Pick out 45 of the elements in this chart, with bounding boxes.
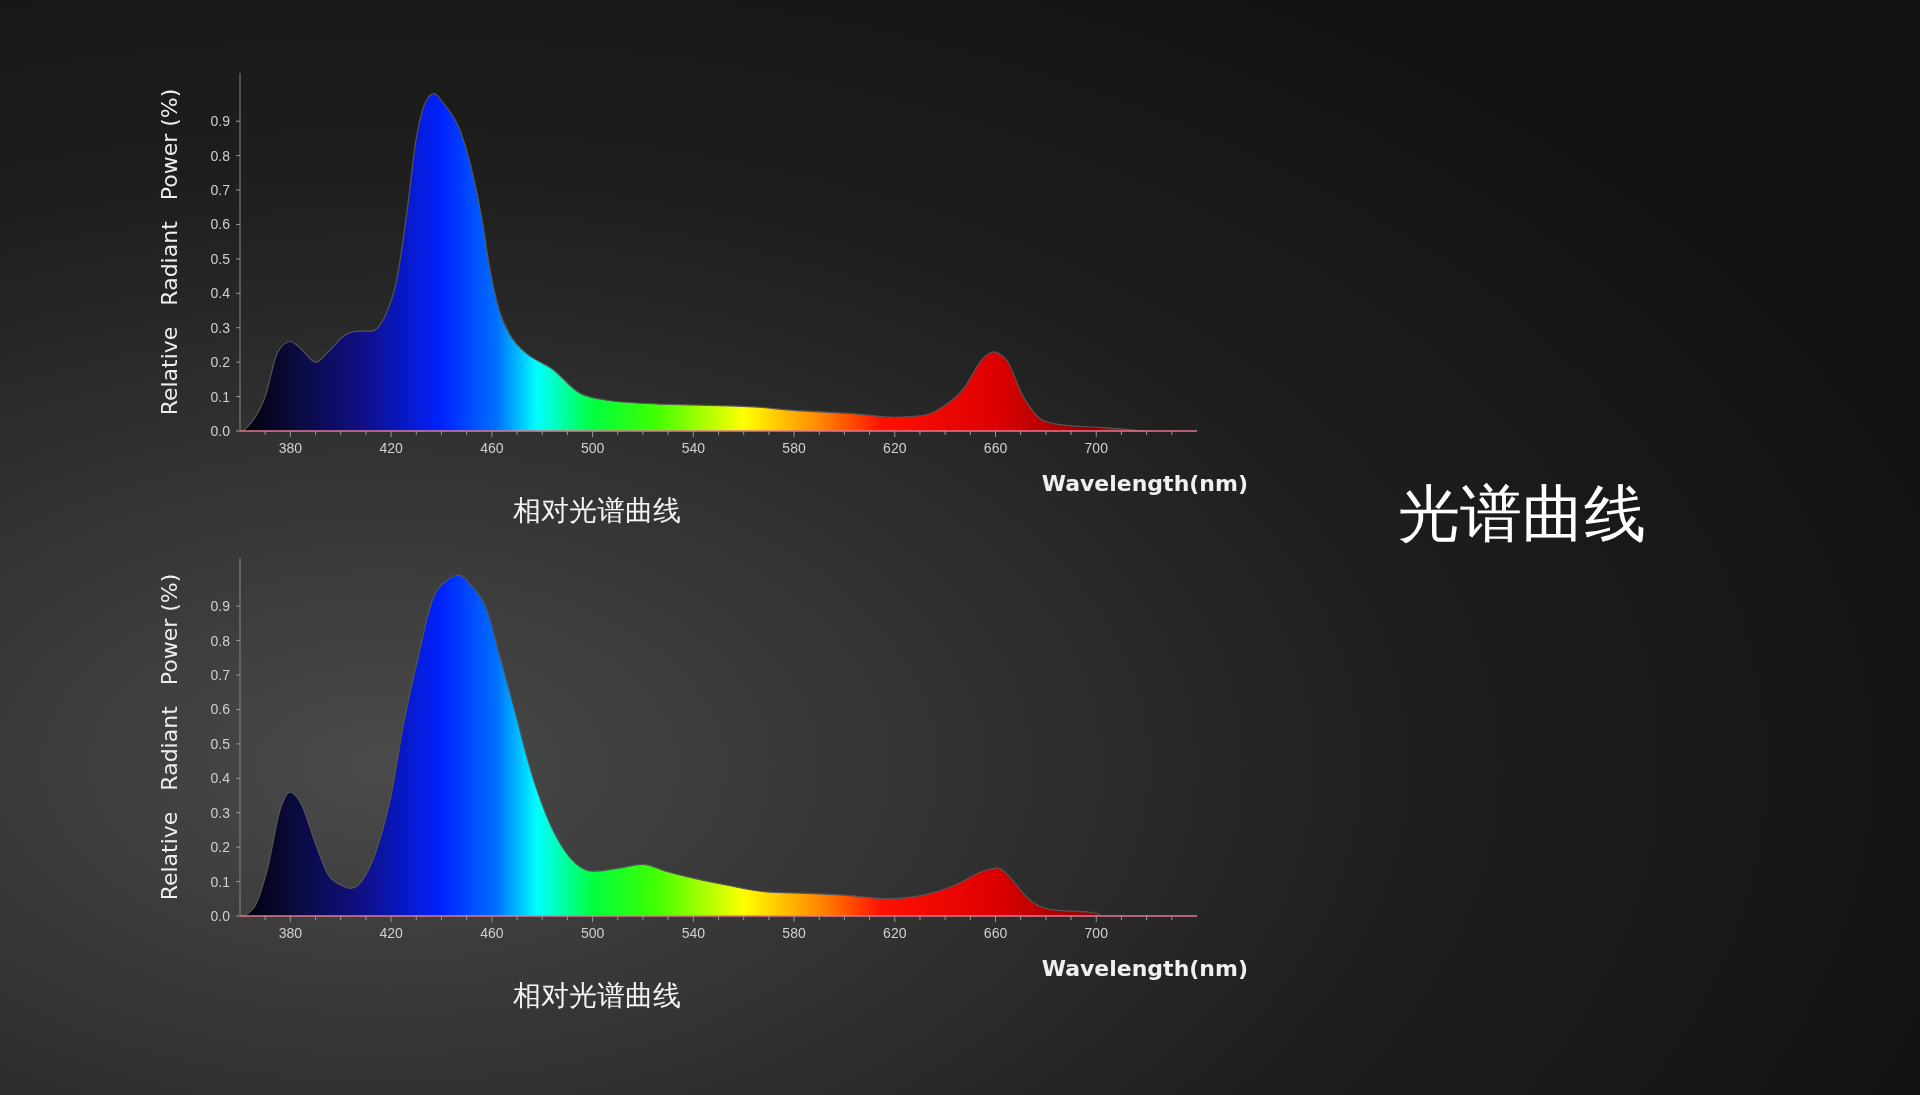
- y-tick-label: 0.9: [210, 113, 231, 130]
- y-tick-label: 0.1: [210, 873, 231, 890]
- y-tick-label: 0.8: [210, 632, 231, 649]
- y-tick-label: 0.2: [210, 839, 231, 856]
- x-tick-label: 380: [278, 925, 303, 941]
- y-tick-label: 0.0: [210, 908, 231, 924]
- x-tick-label: 660: [983, 440, 1008, 456]
- x-tick-label: 700: [1084, 440, 1109, 456]
- y-tick-label: 0.0: [210, 423, 231, 439]
- x-tick-label: 620: [883, 440, 907, 456]
- y-tick-label: 0.6: [210, 216, 231, 233]
- x-tick-label: 700: [1084, 925, 1109, 941]
- x-tick-label: 620: [883, 925, 907, 941]
- y-axis-title: Relative Radiant Power (%): [157, 88, 182, 416]
- y-tick-label: 0.5: [210, 250, 231, 267]
- x-tick-label: 380: [278, 440, 303, 456]
- x-tick-label: 540: [681, 925, 706, 941]
- text: 相对光谱曲线: [513, 494, 681, 527]
- y-tick-label: 0.6: [210, 701, 231, 718]
- y-tick-label: 0.2: [210, 354, 231, 371]
- x-tick-label: 540: [681, 440, 706, 456]
- x-axis-title: Wavelength(nm): [1041, 471, 1248, 496]
- y-tick-label: 0.4: [210, 770, 231, 787]
- y-tick-label: 0.3: [210, 319, 231, 336]
- y-tick-label: 0.8: [210, 147, 231, 164]
- x-tick-label: 460: [480, 440, 504, 456]
- x-tick-label: 580: [782, 925, 806, 941]
- x-tick-label: 500: [580, 440, 605, 456]
- x-tick-label: 500: [580, 925, 605, 941]
- x-tick-label: 460: [480, 925, 504, 941]
- y-tick-label: 0.5: [210, 735, 231, 752]
- x-tick-label: 660: [983, 925, 1008, 941]
- y-tick-label: 0.4: [210, 285, 231, 302]
- text: 相对光谱曲线: [513, 979, 681, 1012]
- y-tick-label: 0.9: [210, 598, 231, 615]
- x-tick-label: 580: [782, 440, 806, 456]
- y-tick-label: 0.3: [210, 804, 231, 821]
- y-tick-label: 0.7: [210, 667, 231, 684]
- y-tick-label: 0.7: [210, 182, 231, 199]
- y-tick-label: 0.1: [210, 388, 231, 405]
- y-axis-title: Relative Radiant Power (%): [157, 573, 182, 901]
- text: 光谱曲线: [1398, 477, 1646, 550]
- x-axis-title: Wavelength(nm): [1041, 956, 1248, 981]
- x-tick-label: 420: [379, 925, 403, 941]
- x-tick-label: 420: [379, 440, 403, 456]
